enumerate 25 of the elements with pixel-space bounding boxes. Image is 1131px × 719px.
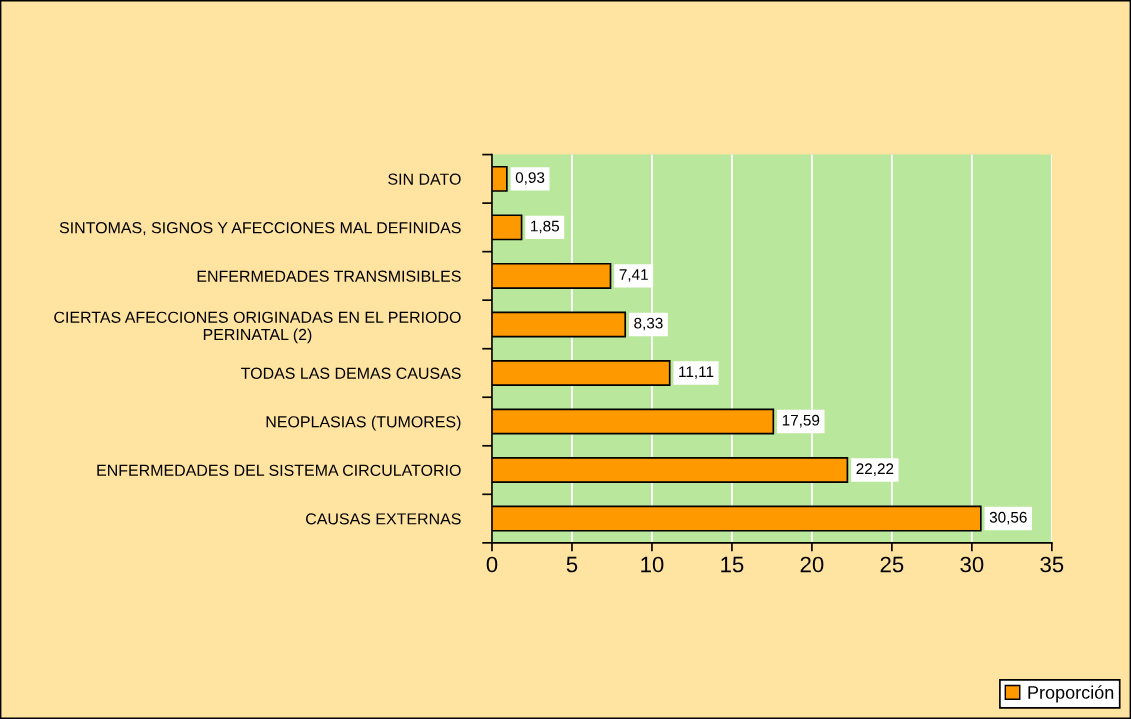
data-label: 7,41 (619, 269, 648, 282)
data-label: 11,11 (679, 366, 714, 379)
data-label: 22,22 (856, 463, 894, 476)
y-tick-label: CIERTAS AFECCIONES ORIGINADAS EN EL PERIODO PERINATAL (2) (54, 311, 461, 344)
y-tick-label: TODAS LAS DEMAS CAUSAS (241, 367, 461, 379)
x-tick-label: 25 (880, 556, 904, 573)
x-tick-label: 35 (1040, 556, 1064, 573)
data-label: 0,93 (515, 172, 545, 185)
y-tick-label: SIN DATO (388, 173, 461, 185)
x-tick-label: 5 (566, 556, 578, 573)
x-tick-label: 10 (641, 556, 664, 573)
data-label: 1,85 (531, 220, 559, 234)
y-tick-label: CAUSAS EXTERNAS (306, 513, 461, 525)
legend-label: Proporción (1028, 685, 1114, 703)
y-tick-label: SINTOMAS, SIGNOS Y AFECCIONES MAL DEFINIDAS (59, 222, 461, 236)
y-tick-label: ENFERMEDADES TRANSMISIBLES (197, 270, 461, 282)
data-label: 8,33 (634, 317, 663, 331)
x-tick-label: 30 (960, 556, 984, 573)
x-tick-label: 0 (486, 556, 498, 573)
data-label: 17,59 (782, 414, 820, 428)
x-tick-label: 15 (721, 556, 744, 573)
data-label: 30,56 (989, 511, 1027, 525)
y-tick-label: ENFERMEDADES DEL SISTEMA CIRCULATORIO (97, 464, 461, 476)
x-tick-label: 20 (800, 556, 824, 573)
y-tick-label: NEOPLASIAS (TUMORES) (266, 415, 461, 431)
